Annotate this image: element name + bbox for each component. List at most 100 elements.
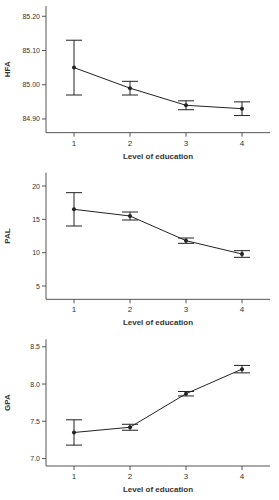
x-axis-label: Level of education	[123, 485, 193, 494]
y-tick-label: 8.5	[30, 343, 40, 350]
chart-panel: 7.07.58.08.51234Level of educationGPA	[3, 339, 270, 494]
x-tick	[186, 133, 187, 137]
error-bar	[178, 101, 194, 110]
error-cap	[178, 109, 194, 110]
point	[72, 66, 76, 70]
error-cap	[234, 365, 250, 366]
x-axis	[46, 132, 270, 133]
x-tick	[130, 299, 131, 303]
y-tick-label: 84.90	[22, 115, 40, 122]
plot-data	[66, 40, 250, 115]
error-cap	[66, 445, 82, 446]
y-axis	[46, 6, 47, 133]
x-tick	[130, 466, 131, 470]
y-tick-label: 85.10	[22, 47, 40, 54]
x-tick-label: 3	[184, 472, 189, 481]
x-tick-label: 4	[240, 472, 245, 481]
chart-panel: 51015201234Level of educationPAL	[3, 173, 270, 328]
point	[72, 430, 76, 434]
x-tick-label: 4	[240, 305, 245, 314]
y-axis-label: HFA	[3, 61, 12, 77]
point	[128, 425, 132, 429]
x-axis	[46, 466, 270, 467]
line	[74, 369, 242, 432]
error-cap	[66, 40, 82, 41]
error-bar	[122, 424, 138, 430]
x-tick	[130, 133, 131, 137]
error-cap	[122, 430, 138, 431]
point	[128, 86, 132, 90]
x-tick	[242, 133, 243, 137]
x-tick-label: 3	[184, 305, 189, 314]
point	[240, 252, 244, 256]
error-cap	[122, 220, 138, 221]
plot-data	[66, 193, 250, 258]
error-cap	[234, 250, 250, 251]
figure: 84.90 85.00 85.10 85.20 1 2 3 4 Level of educati…	[0, 0, 279, 500]
point	[184, 103, 188, 107]
plot-data	[66, 365, 250, 445]
error-bar	[66, 420, 82, 445]
y-tick	[42, 252, 46, 253]
error-bar	[234, 365, 250, 372]
error-cap	[234, 372, 250, 373]
line	[74, 68, 242, 109]
x-tick-label: 1	[72, 472, 77, 481]
y-axis-label: PAL	[3, 228, 12, 244]
error-cap	[234, 115, 250, 116]
error-bar	[122, 81, 138, 95]
x-tick	[242, 466, 243, 470]
x-axis-label: Level of education	[123, 318, 193, 327]
point	[184, 392, 188, 396]
y-tick	[42, 384, 46, 385]
y-tick	[42, 458, 46, 459]
y-tick	[42, 84, 46, 85]
y-tick-label: 10	[32, 249, 40, 256]
y-tick	[42, 50, 46, 51]
error-bar	[66, 40, 82, 95]
point	[128, 214, 132, 218]
y-axis	[46, 339, 47, 466]
y-tick	[42, 118, 46, 119]
y-tick-label: 20	[32, 183, 40, 190]
point	[240, 367, 244, 371]
x-axis	[46, 299, 270, 300]
x-tick	[74, 466, 75, 470]
x-tick	[74, 299, 75, 303]
x-tick-label: 2	[128, 305, 133, 314]
y-tick	[42, 346, 46, 347]
point	[184, 239, 188, 243]
x-tick	[74, 133, 75, 137]
error-cap	[122, 81, 138, 82]
error-cap	[234, 257, 250, 258]
x-axis-label: Level of education	[123, 152, 193, 161]
y-tick	[42, 421, 46, 422]
x-tick-label: 4	[240, 139, 245, 148]
chart-panel: 84.9085.0085.1085.201234Level of educati…	[3, 6, 270, 161]
error-cap	[66, 226, 82, 227]
point	[240, 107, 244, 111]
error-cap	[178, 100, 194, 101]
error-cap	[66, 192, 82, 193]
y-tick-label: 7.0	[30, 455, 40, 462]
error-bar	[66, 193, 82, 226]
error-cap	[178, 238, 194, 239]
x-tick	[242, 299, 243, 303]
y-tick-label: 85.00	[22, 81, 40, 88]
error-bar	[234, 251, 250, 258]
x-tick	[186, 299, 187, 303]
y-axis-label: GPA	[3, 394, 12, 411]
x-tick-label: 2	[128, 472, 133, 481]
error-bar	[178, 238, 194, 243]
x-tick-label: 1	[72, 139, 77, 148]
y-tick-label: 15	[32, 216, 40, 223]
error-bar	[122, 212, 138, 220]
error-bar	[178, 391, 194, 395]
error-cap	[66, 95, 82, 96]
x-tick-label: 1	[72, 305, 77, 314]
y-tick-label: 7.5	[30, 418, 40, 425]
y-tick-label: 85.20	[22, 13, 40, 20]
error-cap	[66, 419, 82, 420]
y-axis	[46, 173, 47, 300]
error-cap	[178, 243, 194, 244]
